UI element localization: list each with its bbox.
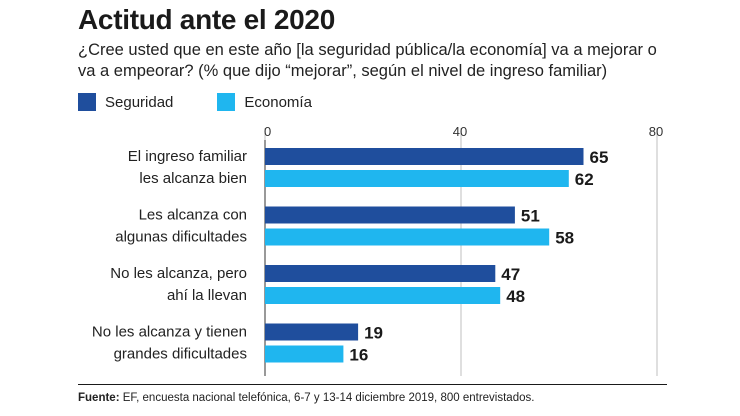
bar-seguridad — [265, 206, 515, 224]
category-label: El ingreso familiar — [128, 148, 247, 165]
category-label: grandes dificultades — [114, 346, 247, 363]
category-label: les alcanza bien — [139, 170, 247, 187]
chart-title: Actitud ante el 2020 — [78, 4, 335, 35]
legend-swatch-seguridad — [78, 93, 96, 111]
chart-subtitle: ¿Cree usted que en este año [la segurida… — [78, 41, 657, 80]
legend-item-seguridad: Seguridad — [78, 93, 173, 111]
category-label: ahí la llevan — [167, 287, 247, 304]
source-label: Fuente: — [78, 392, 120, 404]
data-label: 16 — [349, 346, 368, 365]
legend-label-seguridad: Seguridad — [105, 93, 174, 111]
x-tick-label: 80 — [649, 124, 663, 139]
bar-seguridad — [265, 323, 359, 341]
bar-economia — [265, 170, 569, 187]
category-label: No les alcanza y tienen — [92, 324, 247, 341]
bar-seguridad — [265, 265, 496, 282]
data-label: 48 — [506, 287, 525, 306]
legend-item-economia: Economía — [217, 93, 312, 111]
data-label: 19 — [364, 324, 383, 343]
legend-label-economia: Economía — [244, 93, 312, 111]
source-note: Fuente: EF, encuesta nacional telefónica… — [78, 392, 534, 404]
legend: Seguridad Economía — [78, 92, 356, 112]
category-label: algunas dificultades — [115, 229, 247, 246]
data-label: 47 — [501, 265, 520, 284]
source-text: EF, encuesta nacional telefónica, 6-7 y … — [119, 392, 535, 404]
bar-economia — [265, 345, 344, 363]
bar-economia — [265, 287, 501, 304]
data-label: 65 — [590, 148, 609, 167]
x-tick-label: 40 — [453, 124, 467, 139]
data-label: 58 — [555, 229, 574, 248]
data-label: 62 — [575, 170, 594, 189]
category-label: No les alcanza, pero — [110, 265, 247, 282]
bar-economia — [265, 228, 550, 246]
legend-swatch-economia — [217, 93, 236, 111]
bar-seguridad — [265, 148, 584, 165]
x-tick-label: 0 — [264, 124, 271, 139]
source-divider — [78, 384, 667, 385]
category-label: Les alcanza con — [139, 207, 247, 224]
data-label: 51 — [521, 207, 540, 226]
